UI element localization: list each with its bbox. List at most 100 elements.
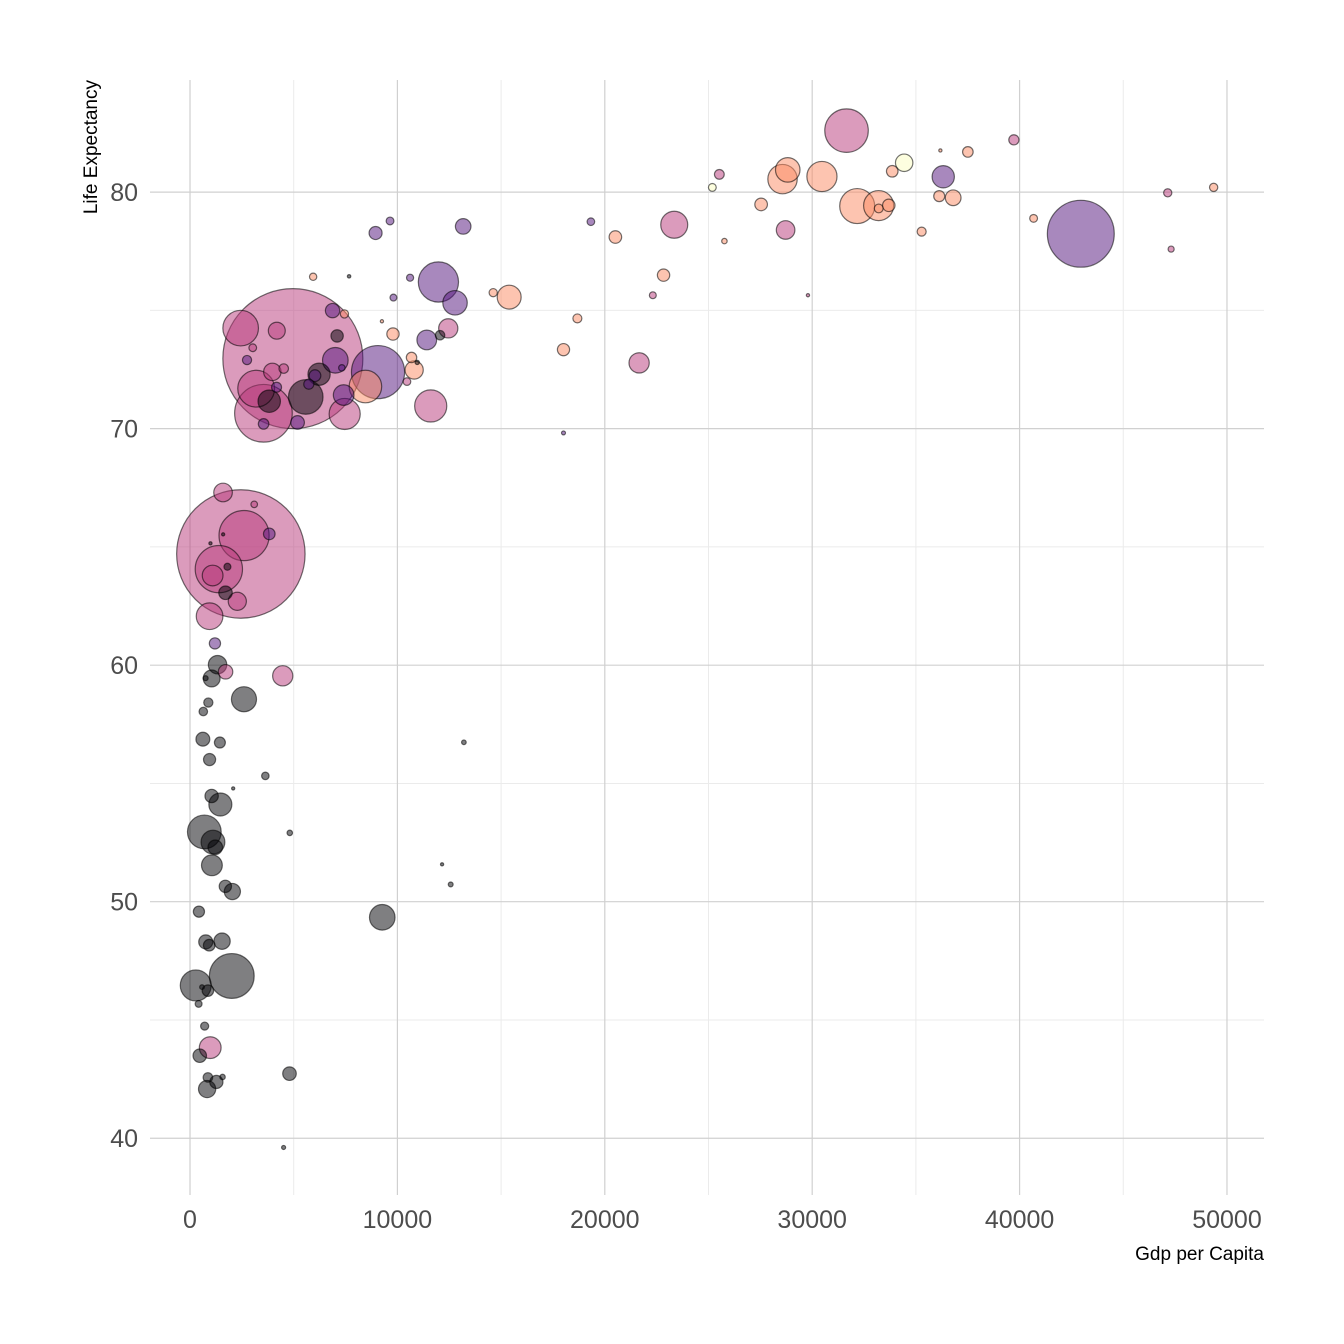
data-point	[230, 786, 236, 791]
gridlines	[150, 80, 1264, 1195]
data-point	[218, 585, 233, 601]
data-point	[198, 706, 209, 717]
data-point	[608, 230, 623, 244]
x-tick-label: 40000	[985, 1206, 1055, 1234]
data-point	[931, 165, 955, 189]
data-point	[1029, 213, 1039, 223]
data-point	[439, 862, 445, 867]
data-point	[278, 363, 290, 374]
data-point	[414, 359, 421, 366]
data-point	[308, 369, 322, 383]
x-tick-label: 0	[183, 1206, 197, 1234]
data-point	[227, 591, 247, 611]
data-point	[213, 932, 231, 950]
data-point	[628, 352, 650, 374]
data-point	[805, 293, 811, 298]
data-point	[824, 108, 869, 153]
data-point	[330, 329, 344, 343]
data-point	[488, 287, 498, 298]
data-point	[560, 430, 567, 436]
data-point	[324, 302, 341, 319]
data-point	[656, 268, 671, 282]
data-point	[586, 217, 596, 227]
data-point	[220, 532, 226, 537]
data-point	[270, 381, 283, 393]
data-point	[199, 984, 205, 991]
data-point	[1046, 199, 1115, 268]
data-point	[230, 686, 258, 713]
x-tick-label: 20000	[570, 1206, 640, 1234]
data-point	[203, 697, 214, 708]
data-point	[204, 788, 219, 804]
data-point	[775, 220, 796, 240]
data-point	[556, 342, 571, 357]
data-point	[272, 665, 294, 687]
data-point	[223, 562, 232, 571]
data-point	[303, 378, 315, 390]
data-point	[414, 389, 448, 423]
y-axis-ticks: 40 50 60 70 80	[110, 179, 138, 1153]
data-point	[933, 190, 946, 203]
data-point	[260, 771, 270, 781]
data-point	[282, 1066, 297, 1082]
data-point	[208, 541, 213, 546]
data-point	[648, 291, 657, 300]
data-point	[405, 351, 418, 364]
data-point	[332, 384, 355, 406]
data-point	[447, 881, 454, 888]
data-point	[201, 564, 224, 587]
data-point	[213, 736, 226, 749]
x-tick-label: 30000	[777, 1206, 847, 1234]
data-point	[346, 273, 352, 279]
data-point	[402, 377, 412, 386]
data-point	[208, 637, 222, 650]
data-point	[385, 216, 395, 226]
y-tick-label: 70	[110, 416, 138, 444]
data-point	[460, 739, 467, 746]
y-tick-label: 40	[110, 1125, 138, 1153]
data-point	[405, 273, 415, 282]
data-point	[262, 527, 276, 541]
data-point	[248, 343, 258, 353]
data-point	[192, 1048, 208, 1064]
data-point	[442, 289, 468, 316]
data-point	[416, 329, 438, 351]
data-point	[192, 905, 206, 918]
data-point	[434, 329, 446, 341]
data-point	[213, 482, 233, 503]
data-point	[572, 313, 583, 324]
data-point	[894, 153, 914, 173]
data-point	[202, 1072, 214, 1083]
y-tick-label: 80	[110, 179, 138, 207]
data-point	[1167, 245, 1175, 253]
data-point	[721, 237, 728, 245]
data-point	[250, 500, 259, 509]
data-point	[195, 731, 211, 747]
data-point	[916, 226, 927, 237]
data-point	[713, 168, 725, 180]
x-axis-label: Gdp per Capita	[1135, 1244, 1264, 1265]
y-tick-label: 60	[110, 652, 138, 680]
data-point	[1163, 188, 1173, 198]
y-axis-label: Life Expectancy	[81, 80, 102, 215]
data-point	[938, 148, 943, 153]
data-point	[454, 218, 472, 235]
data-point	[368, 903, 396, 931]
x-tick-label: 10000	[363, 1206, 433, 1234]
data-point	[308, 272, 318, 282]
data-point	[222, 309, 260, 347]
x-tick-label: 50000	[1192, 1206, 1262, 1234]
data-point	[338, 364, 346, 372]
data-point	[368, 225, 383, 241]
data-point	[241, 354, 253, 366]
x-axis-ticks: 0 10000 20000 30000 40000 50000	[183, 1206, 1262, 1234]
data-point	[207, 839, 224, 856]
data-point	[201, 984, 215, 997]
data-point	[202, 675, 209, 682]
data-point	[218, 879, 233, 894]
data-point	[290, 415, 306, 430]
data-point	[885, 164, 899, 178]
data-point	[200, 1021, 210, 1031]
data-point	[379, 319, 385, 324]
